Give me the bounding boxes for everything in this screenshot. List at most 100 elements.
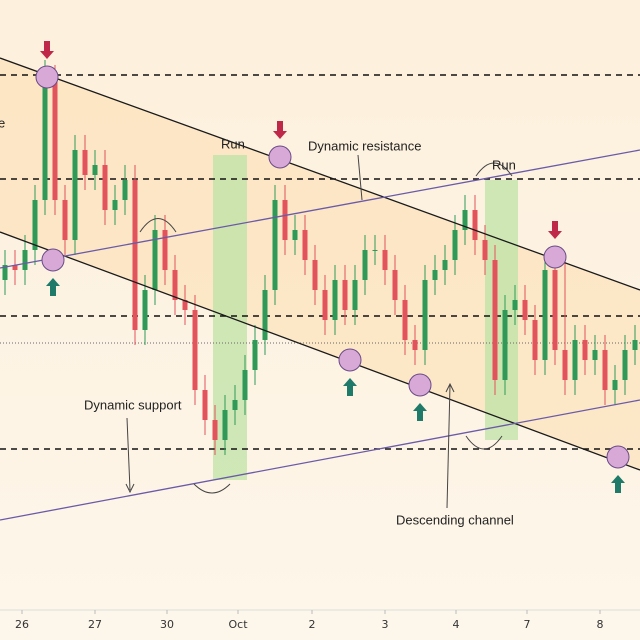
arrow (357, 154, 363, 201)
x-tick-label: 26 (15, 618, 29, 631)
x-tick-label: Oct (228, 618, 248, 631)
candle-body (192, 310, 198, 390)
candle-body (612, 380, 618, 390)
annotation: Run (492, 157, 516, 172)
candle-body (592, 350, 598, 360)
candle-body (412, 340, 418, 350)
candle-body (622, 350, 628, 380)
candle-body (352, 280, 358, 310)
candle-body (282, 200, 288, 240)
candle-body (492, 260, 498, 380)
candle-body (402, 300, 408, 340)
arc (475, 162, 513, 177)
candle-body (42, 80, 48, 200)
channel-fill (0, 58, 640, 470)
plot (0, 41, 640, 521)
candle-body (132, 180, 138, 330)
signal-marker (268, 145, 292, 169)
candle-body (182, 300, 188, 310)
candle-body (472, 210, 478, 240)
candle-body (202, 390, 208, 420)
candle-body (392, 270, 398, 300)
annotation: Run (221, 136, 245, 151)
signal-arrow (40, 41, 54, 59)
candle-body (462, 210, 468, 230)
x-tick-label: 8 (597, 618, 604, 631)
annotation: e (0, 115, 5, 130)
candle-body (512, 300, 518, 310)
candle-body (572, 340, 578, 380)
candle-body (272, 200, 278, 290)
candle-body (632, 340, 638, 350)
candle-body (152, 230, 158, 290)
candle-body (552, 270, 558, 350)
candle-body (52, 80, 58, 200)
candle-body (62, 200, 68, 240)
signal-marker (543, 245, 567, 269)
annotation: Descending channel (396, 512, 514, 527)
candle-body (72, 150, 78, 240)
candle-body (232, 400, 238, 410)
candle-body (482, 240, 488, 260)
candle-body (252, 340, 258, 370)
candle-body (242, 370, 248, 400)
x-tick-label: 3 (382, 618, 389, 631)
candle-body (422, 280, 428, 350)
signal-marker (338, 348, 362, 372)
signal-marker (408, 373, 432, 397)
candle-body (582, 340, 588, 360)
candle-body (102, 165, 108, 210)
candle-body (312, 260, 318, 290)
candle-body (212, 420, 218, 440)
candle-body (562, 350, 568, 380)
candle-body (82, 150, 88, 175)
candle-body (442, 260, 448, 270)
candle-body (162, 230, 168, 270)
candle-body (302, 230, 308, 260)
x-tick-label: 30 (160, 618, 174, 631)
candle-body (532, 320, 538, 360)
arc (193, 483, 231, 494)
signal-arrow (46, 278, 60, 296)
signal-arrow (548, 221, 562, 239)
signal-arrow (611, 475, 625, 493)
signal-arrow (413, 403, 427, 421)
x-tick-label: 7 (524, 618, 531, 631)
arc (465, 435, 503, 450)
x-axis-labels: 26 27 30 Oct 2 3 4 7 8 (15, 610, 604, 631)
x-axis-band (0, 610, 640, 640)
candle-body (92, 165, 98, 175)
candle-body (522, 300, 528, 320)
signal-arrow (343, 378, 357, 396)
x-tick-label: 4 (453, 618, 460, 631)
candle-body (122, 180, 128, 200)
x-tick-label: 2 (309, 618, 316, 631)
candle-body (342, 280, 348, 310)
candle-body (372, 250, 378, 251)
arrow (445, 382, 455, 509)
candle-body (292, 230, 298, 240)
signal-arrow (273, 121, 287, 139)
candle-body (542, 270, 548, 360)
candle-body (22, 250, 28, 270)
trendline (0, 231, 640, 471)
candle-body (322, 290, 328, 320)
trendline (0, 149, 640, 269)
candle-body (12, 265, 18, 270)
candle-body (382, 250, 388, 270)
candle-body (2, 265, 8, 280)
candle-body (262, 290, 268, 340)
x-tick-label: 27 (88, 618, 102, 631)
candle-body (362, 250, 368, 280)
signal-marker (41, 248, 65, 272)
trendline (0, 399, 640, 521)
candle-body (32, 200, 38, 250)
candle-body (112, 200, 118, 210)
arc (139, 218, 177, 233)
candle-body (332, 280, 338, 320)
signal-marker (606, 445, 630, 469)
annotation-arrows (125, 154, 513, 509)
candle-body (172, 270, 178, 300)
candle-body (602, 350, 608, 390)
